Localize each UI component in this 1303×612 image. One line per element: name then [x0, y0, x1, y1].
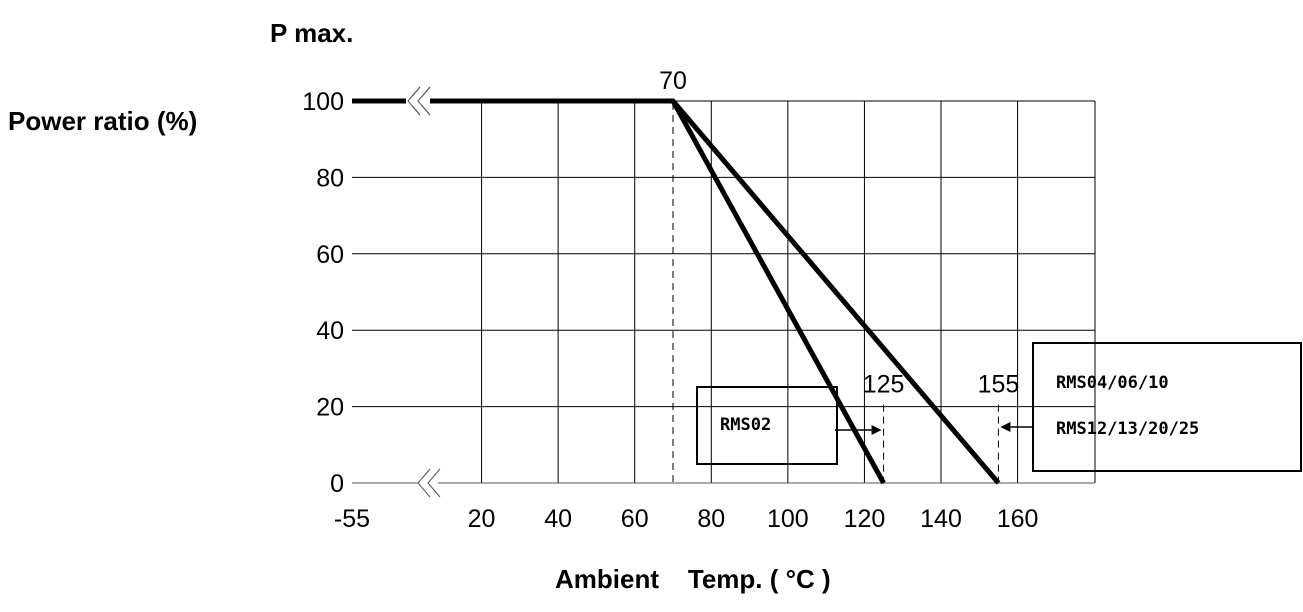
x-tick-label: 160 [997, 505, 1039, 533]
series [352, 86, 1001, 485]
callout: RMS04/06/10 RMS12/13/20/25 [1000, 342, 1302, 472]
callout-label: RMS04/06/10 [1056, 373, 1169, 393]
x-tick-label: 140 [920, 505, 962, 533]
y-tick-label: 40 [316, 317, 344, 345]
x-tick-label: -55 [334, 505, 370, 533]
annotations: 70 125 155 [659, 67, 1019, 399]
reference-lines [672, 103, 999, 483]
derating-line [352, 98, 1001, 485]
axes [352, 86, 1095, 498]
y-tick-label: 20 [316, 394, 344, 422]
derating-line [352, 98, 886, 485]
annotation-label: 125 [863, 371, 905, 399]
x-axis-label: Ambient Temp. ( °C ) [555, 564, 831, 594]
annotation-label: 155 [978, 371, 1020, 399]
callout-label: RMS02 [720, 415, 771, 435]
y-tick-label: 0 [330, 470, 344, 498]
x-tick-label: 40 [544, 505, 572, 533]
callout-label: RMS12/13/20/25 [1056, 419, 1199, 439]
x-tick-label: 80 [697, 505, 725, 533]
grid [352, 100, 1096, 483]
axis-break-icon [407, 86, 421, 116]
axis-break-icon [417, 86, 431, 116]
annotation-label: 70 [659, 67, 687, 95]
arrow-icon [1000, 422, 1011, 432]
chart-title: P max. [270, 18, 353, 48]
y-tick-label: 80 [316, 164, 344, 192]
callout: RMS02 [696, 386, 882, 465]
callout-box [696, 386, 838, 465]
x-tick-label: 120 [844, 505, 886, 533]
y-axis-label: Power ratio (%) [8, 106, 197, 136]
y-tick-label: 100 [302, 88, 344, 116]
y-tick-label: 60 [316, 241, 344, 269]
tick-labels: -55 20 40 60 80 100 120 140 160 0 20 40 60 80 100 [302, 88, 1038, 533]
x-tick-label: 20 [468, 505, 496, 533]
x-tick-label: 60 [621, 505, 649, 533]
callout-box [1032, 342, 1302, 472]
axis-break-icon [427, 468, 441, 498]
callouts: RMS02 RMS04/06/10 RMS12/13/20/25 [696, 342, 1302, 472]
axis-break-icon [417, 468, 431, 498]
arrow-icon [871, 425, 882, 435]
x-tick-label: 100 [767, 505, 809, 533]
